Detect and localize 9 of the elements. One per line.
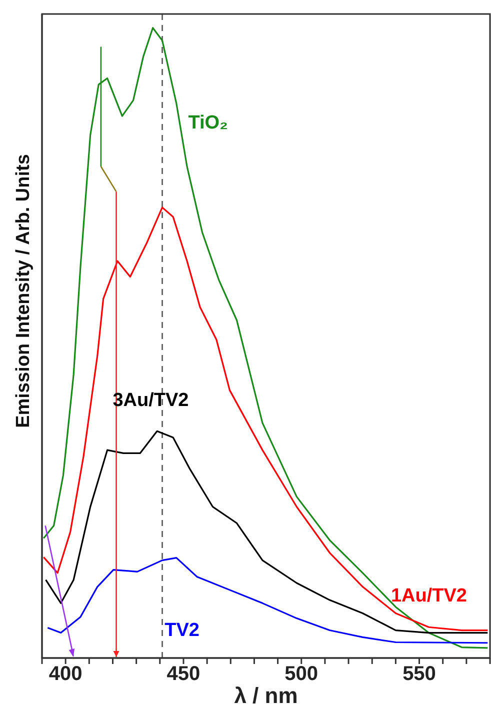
x-tick-label: 450 xyxy=(166,663,200,686)
y-axis-title: Emission Intensity / Arb. Units xyxy=(13,154,34,428)
series-label: TiO₂ xyxy=(188,112,228,134)
x-tick-label: 550 xyxy=(402,663,436,686)
text: TV2 xyxy=(164,620,200,641)
x-axis-title: λ / nm xyxy=(234,683,298,708)
x-tick-label: 500 xyxy=(284,663,318,686)
x-tick-label: 400 xyxy=(48,663,82,686)
series-label: 1Au/TV2 xyxy=(390,585,467,606)
